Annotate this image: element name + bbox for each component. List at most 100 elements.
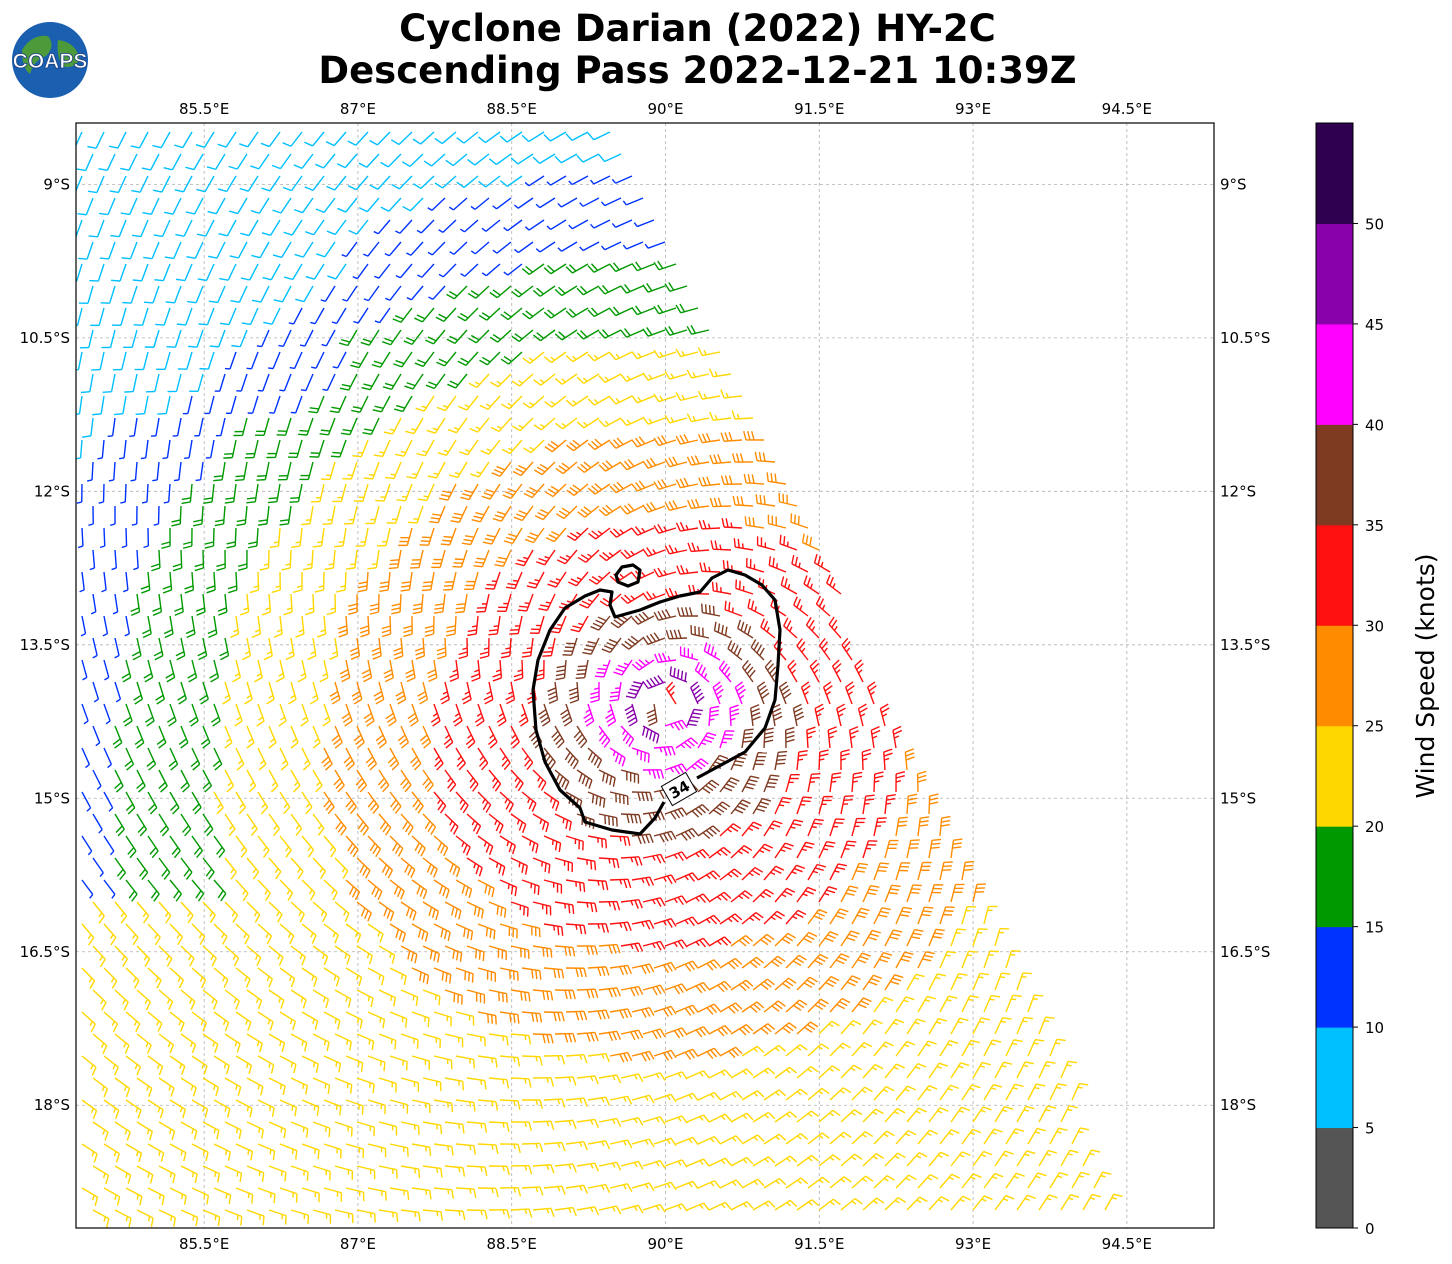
wind-barb [158, 1077, 175, 1097]
wind-barb [543, 967, 565, 979]
wind-barb [334, 857, 349, 879]
wind-barb [587, 966, 610, 977]
wind-barb [81, 1187, 99, 1206]
wind-barb [961, 906, 977, 925]
lon-tick-label-top: 94.5°E [1102, 100, 1152, 118]
wind-barb [213, 1143, 231, 1161]
wind-barb [259, 549, 270, 571]
wind-barb [329, 681, 341, 705]
wind-barb [174, 593, 184, 616]
wind-barb [664, 544, 688, 555]
wind-barb [152, 461, 160, 482]
wind-barb [400, 901, 417, 921]
wind-barb [301, 747, 311, 771]
wind-barb [147, 1143, 165, 1162]
wind-barb [631, 1007, 655, 1018]
wind-barb [101, 571, 107, 593]
wind-barb [411, 1187, 432, 1200]
wind-barb [250, 153, 270, 170]
wind-barb [158, 1121, 176, 1141]
wind-barb [347, 131, 369, 146]
wind-barb [230, 285, 248, 303]
wind-barb [378, 945, 396, 964]
wind-barb [195, 131, 215, 148]
wind-barb [543, 1011, 565, 1022]
wind-barb [456, 175, 479, 189]
wind-barb [134, 725, 145, 749]
colorbar-tick-label: 25 [1365, 718, 1384, 736]
wind-barb [961, 1128, 982, 1145]
wind-barb [767, 514, 787, 529]
wind-barb [146, 747, 157, 771]
wind-barb [194, 417, 204, 437]
wind-barb [862, 929, 881, 947]
wind-barb [818, 840, 836, 859]
wind-barb [1060, 1194, 1080, 1211]
wind-barb [620, 1204, 644, 1214]
wind-barb [452, 549, 468, 568]
wind-barb [598, 329, 622, 339]
wind-barb [446, 329, 468, 344]
wind-barb [488, 1165, 510, 1176]
wind-barb [87, 461, 94, 482]
wind-barb [208, 285, 226, 304]
wind-barb [598, 857, 620, 869]
wind-barb [331, 307, 347, 325]
wind-barb [351, 681, 363, 705]
wind-barb [598, 417, 622, 428]
wind-barb [316, 615, 327, 638]
wind-barb [448, 197, 468, 211]
wind-barb [244, 439, 259, 459]
wind-barb [763, 774, 780, 793]
wind-barb [479, 395, 501, 411]
wind-barb [510, 1208, 533, 1218]
wind-barb [851, 997, 872, 1013]
wind-barb [664, 851, 688, 862]
colorbar-tick-label: 30 [1365, 617, 1384, 635]
wind-barb [807, 908, 828, 925]
wind-barb [396, 483, 413, 502]
wind-barb [994, 1016, 1012, 1035]
wind-barb [229, 197, 248, 215]
wind-barb [730, 799, 751, 815]
wind-barb [496, 703, 507, 727]
wind-barb [279, 879, 294, 901]
wind-barb [587, 395, 611, 406]
wind-barb [407, 703, 419, 727]
wind-barb [305, 219, 325, 236]
wind-barb [76, 351, 83, 371]
wind-barb [188, 703, 199, 727]
wind-barb [851, 771, 863, 793]
wind-barb [312, 857, 326, 880]
wind-barb [393, 395, 413, 413]
wind-barb [290, 395, 303, 414]
wind-barb [345, 1055, 364, 1072]
wind-barb [840, 1064, 862, 1079]
wind-barb [510, 813, 527, 834]
wind-barb [246, 1165, 265, 1182]
wind-barb [433, 923, 451, 942]
wind-barb [488, 1121, 510, 1132]
wind-barb [202, 813, 214, 837]
wind-barb [646, 703, 658, 727]
wind-barb [686, 804, 710, 818]
wind-barb [438, 263, 457, 278]
wind-barb [163, 615, 174, 639]
wind-barb [545, 483, 567, 498]
wind-barb [917, 1129, 939, 1145]
wind-barb [175, 637, 186, 661]
wind-barb [488, 1033, 509, 1046]
wind-barb [708, 368, 732, 378]
wind-barb [499, 791, 514, 813]
wind-barb [511, 373, 534, 387]
wind-barb [1005, 1083, 1024, 1101]
wind-barb [851, 1041, 873, 1057]
wind-barb [556, 549, 578, 565]
wind-barb [664, 326, 688, 336]
wind-barb [499, 879, 518, 897]
wind-barb [367, 879, 383, 900]
wind-barb [488, 153, 512, 166]
wind-barb [300, 505, 314, 526]
wind-barb [478, 175, 501, 188]
wind-barb [339, 659, 351, 683]
